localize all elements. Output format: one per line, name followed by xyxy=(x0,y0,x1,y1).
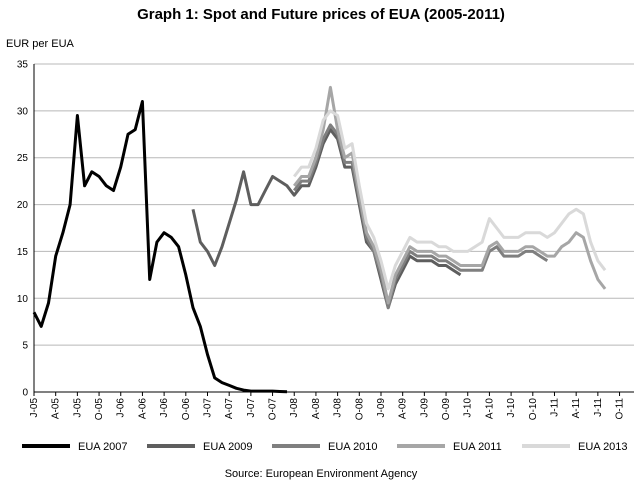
x-tick-label: O-09 xyxy=(441,398,452,421)
legend-label: EUA 2010 xyxy=(328,441,378,453)
y-tick-label: 30 xyxy=(17,106,29,117)
x-tick-label: J-06 xyxy=(116,398,127,418)
y-tick-label: 15 xyxy=(17,247,29,258)
x-tick-label: J-07 xyxy=(246,398,257,418)
x-tick-label: J-09 xyxy=(376,398,387,418)
x-tick-label: O-05 xyxy=(94,398,105,421)
series-line xyxy=(32,100,288,394)
x-tick-label: J-06 xyxy=(159,398,170,418)
x-tick-label: O-08 xyxy=(354,398,365,421)
x-tick-label: A-05 xyxy=(51,398,62,420)
x-tick-label: O-10 xyxy=(528,398,539,421)
legend-label: EUA 2009 xyxy=(203,441,253,453)
y-tick-label: 25 xyxy=(17,153,29,164)
x-tick-label: J-10 xyxy=(506,398,517,418)
y-tick-label: 0 xyxy=(22,388,28,399)
legend-label: EUA 2007 xyxy=(78,441,128,453)
legend-label: EUA 2011 xyxy=(453,441,502,453)
series-line xyxy=(191,128,462,310)
x-tick-label: A-09 xyxy=(398,398,409,420)
y-axis-label: EUR per EUA xyxy=(6,38,74,50)
axes xyxy=(33,64,634,396)
x-tick-label: A-10 xyxy=(484,398,495,420)
x-tick-label: O-11 xyxy=(615,398,626,420)
x-tick-label: J-08 xyxy=(333,398,344,418)
x-tick-label: J-09 xyxy=(419,398,430,418)
x-tick-label: J-10 xyxy=(463,398,474,418)
x-tick-label: J-11 xyxy=(593,398,604,417)
series-lines xyxy=(32,85,607,394)
x-tick-label: O-07 xyxy=(268,398,279,421)
y-tick-label: 20 xyxy=(17,200,29,211)
y-tick-label: 35 xyxy=(17,60,29,71)
x-tick-label: A-08 xyxy=(311,398,322,420)
x-tick-label: O-06 xyxy=(181,398,192,421)
chart-title: Graph 1: Spot and Future prices of EUA (… xyxy=(137,6,505,23)
tick-labels: 0 5 10 15 20 25 30 35 J-05 A-05 J-05 O-05 J-06 A-06 J-… xyxy=(17,60,626,421)
y-tick-label: 10 xyxy=(17,294,29,305)
x-tick-label: J-08 xyxy=(289,398,300,418)
x-tick-label: J-11 xyxy=(549,398,560,417)
x-tick-label: A-11 xyxy=(571,398,582,419)
legend: EUA 2007 EUA 2009 EUA 2010 EUA 2011 EUA 2013 xyxy=(22,441,628,453)
y-tick-label: 5 xyxy=(22,341,28,352)
legend-label: EUA 2013 xyxy=(578,441,628,453)
x-tick-label: A-06 xyxy=(137,398,148,420)
x-tick-label: A-07 xyxy=(224,398,235,420)
series-line xyxy=(293,109,607,291)
x-tick-label: J-05 xyxy=(72,398,83,418)
series-line xyxy=(293,85,607,305)
x-tick-label: J-05 xyxy=(29,398,40,418)
series-line xyxy=(293,123,549,310)
source-note: Source: European Environment Agency xyxy=(224,468,418,480)
x-tick-label: J-07 xyxy=(202,398,213,418)
